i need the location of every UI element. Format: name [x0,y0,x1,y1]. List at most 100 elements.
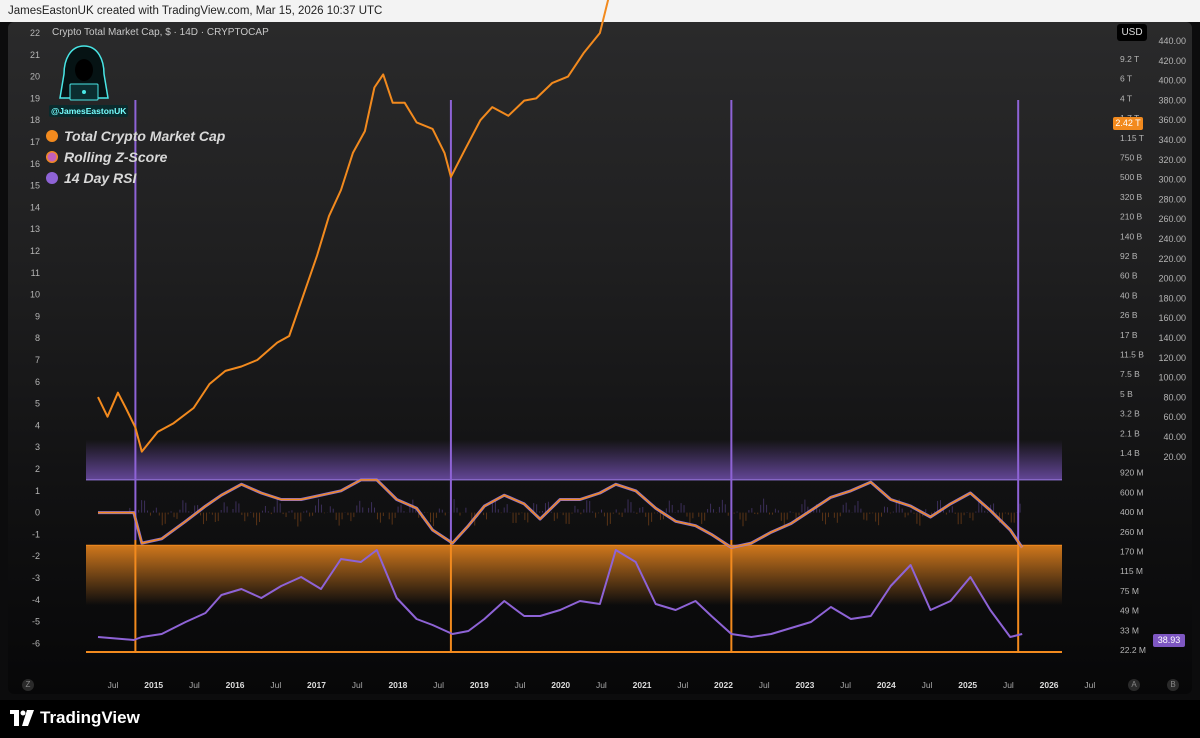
log-axis-tick: 170 M [1120,547,1144,557]
left-axis-tick: 1 [35,486,40,496]
x-axis-tick: Jul [596,680,607,690]
zoom-reset-button[interactable]: Z [22,679,34,691]
x-axis-tick: Jul [433,680,444,690]
left-axis-tick: 20 [30,72,40,82]
legend-item-market-cap: Total Crypto Market Cap [46,125,225,146]
x-axis-tick: 2015 [144,680,163,690]
x-axis-tick: Jul [922,680,933,690]
x-axis-tick: 2026 [1040,680,1059,690]
hooded-hacker-avatar [48,40,120,120]
chart-canvas[interactable]: 222120191817161514131211109876543210-1-2… [0,0,1200,700]
legend-item-rsi: 14 Day RSI [46,167,225,188]
symbol-title: Crypto Total Market Cap, $ · 14D · CRYPT… [52,27,269,38]
left-axis-tick: -1 [32,529,40,539]
attribution-bar: JamesEastonUK created with TradingView.c… [0,0,1200,22]
left-axis-tick: 13 [30,224,40,234]
legend-item-zscore: Rolling Z-Score [46,146,225,167]
currency-button[interactable]: USD [1117,24,1147,41]
left-axis-tick: 21 [30,50,40,60]
author-handle: @JamesEastonUK [49,105,129,117]
left-axis-tick: -3 [32,573,40,583]
left-axis-tick: 5 [35,399,40,409]
log-axis-tick: 500 B [1120,172,1143,182]
left-axis-tick: 4 [35,420,40,430]
left-axis-tick: -5 [32,617,40,627]
log-axis-tick: 260 M [1120,527,1144,537]
right-axis-tick: 200.00 [1158,274,1186,284]
right-axis-tick: 340.00 [1158,135,1186,145]
log-axis-tick: 920 M [1120,468,1144,478]
left-axis-tick: 15 [30,181,40,191]
log-axis-tick: 750 B [1120,153,1143,163]
left-axis-tick: -4 [32,595,40,605]
x-axis-tick: 2019 [470,680,489,690]
x-axis-tick: 2020 [551,680,570,690]
log-axis-tick: 60 B [1120,271,1138,281]
zscore-upper-band [86,439,1062,480]
log-axis-tick: 4 T [1120,93,1132,103]
x-axis-tick: Jul [677,680,688,690]
right-axis-tick: 120.00 [1158,353,1186,363]
log-axis-tick: 49 M [1120,606,1139,616]
x-axis-tick: 2025 [958,680,977,690]
legend: Total Crypto Market Cap Rolling Z-Score … [46,125,225,188]
legend-dot-zscore [46,150,58,163]
log-axis-tick: 2.1 B [1120,428,1140,438]
right-axis-tick: 320.00 [1158,155,1186,165]
right-axis-tick: 140.00 [1158,333,1186,343]
footer-brand: TradingView [40,708,140,727]
log-axis-tick: 11.5 B [1120,350,1144,360]
legend-label: Total Crypto Market Cap [64,127,226,144]
zscore-line [98,478,1024,549]
last-rsi-tag: 38.93 [1153,634,1185,647]
log-axis-tick: 33 M [1120,625,1139,635]
log-axis-tick: 600 M [1120,487,1144,497]
left-axis-tick: 8 [35,333,40,343]
left-axis-tick: 17 [30,137,40,147]
right-axis-tick: 220.00 [1158,254,1186,264]
left-axis-tick: 18 [30,115,40,125]
log-axis-tick: 140 B [1120,231,1143,241]
log-axis-tick: 22.2 M [1120,645,1146,655]
auto-scale-button[interactable]: A [1128,679,1140,691]
x-axis-tick: Jul [270,680,281,690]
left-axis-tick: 0 [35,508,40,518]
hacker-avatar-icon [59,45,109,101]
right-axis-tick: 100.00 [1158,373,1186,383]
right-axis-tick: 280.00 [1158,194,1186,204]
right-axis-tick: 80.00 [1163,392,1186,402]
x-axis-tick: Jul [1003,680,1014,690]
last-price-tag: 2.42 T [1113,117,1143,130]
x-axis-tick: 2016 [226,680,245,690]
x-axis-tick: Jul [515,680,526,690]
x-axis-tick: 2022 [714,680,733,690]
x-axis-tick: 2023 [795,680,814,690]
legend-label: Rolling Z-Score [64,148,168,165]
zscore-lower-band [86,545,1062,606]
right-axis-tick: 40.00 [1163,432,1186,442]
left-axis-tick: 12 [30,246,40,256]
log-axis-tick: 1.4 B [1120,448,1140,458]
log-axis-tick: 1.15 T [1120,133,1144,143]
footer-bar [0,700,1200,738]
log-axis-tick: 210 B [1120,212,1143,222]
log-scale-button[interactable]: B [1167,679,1179,691]
log-axis-tick: 320 B [1120,192,1143,202]
log-axis-tick: 26 B [1120,310,1138,320]
left-axis-tick: 22 [30,28,40,38]
x-axis-tick: 2024 [877,680,896,690]
x-axis-tick: Jul [352,680,363,690]
left-axis-tick: 9 [35,311,40,321]
log-axis-tick: 40 B [1120,290,1138,300]
left-axis-tick: 19 [30,93,40,103]
right-axis-tick: 180.00 [1158,293,1186,303]
x-axis-tick: Jul [840,680,851,690]
log-axis-tick: 3.2 B [1120,409,1140,419]
tradingview-logo-icon [10,710,34,726]
left-axis-tick: 2 [35,464,40,474]
log-axis-tick: 92 B [1120,251,1138,261]
market-cap-line [97,0,610,453]
left-axis-tick: 10 [30,290,40,300]
left-axis-tick: 14 [30,202,40,212]
left-axis-tick: -2 [32,551,40,561]
